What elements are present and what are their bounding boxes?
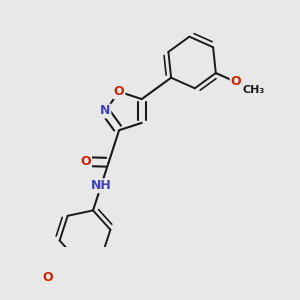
Text: O: O bbox=[231, 76, 241, 88]
Text: O: O bbox=[114, 85, 124, 98]
Text: NH: NH bbox=[91, 179, 111, 192]
Text: CH₃: CH₃ bbox=[243, 85, 265, 95]
Text: N: N bbox=[100, 104, 110, 118]
Text: O: O bbox=[80, 155, 91, 168]
Text: O: O bbox=[43, 271, 53, 284]
